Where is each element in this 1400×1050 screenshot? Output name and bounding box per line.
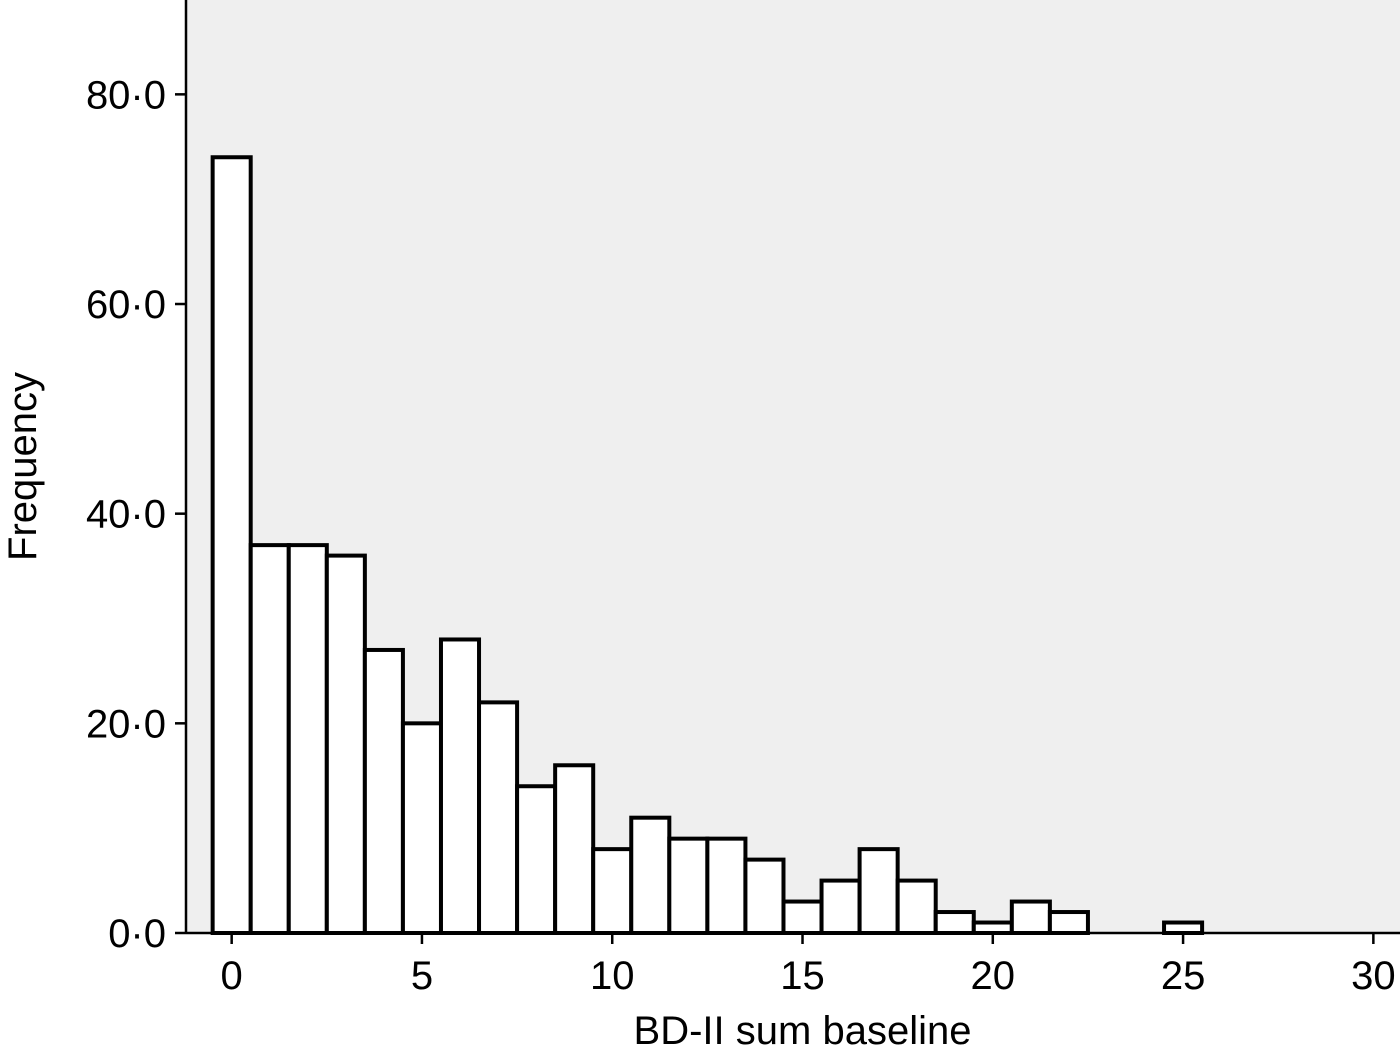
- bar-bin-20: [971, 920, 1014, 935]
- x-tick-label-20: 20: [971, 954, 1016, 998]
- bar-bin-13: [705, 836, 748, 935]
- ticks-group: 0 5 10 15 20 25 30 0·0 20·0 40·0 60·0 80·0: [86, 73, 1396, 998]
- bar-bin-14: [743, 857, 786, 935]
- bar-bin-4: [362, 647, 405, 936]
- y-tick-label-80: 80·0: [86, 73, 166, 117]
- x-tick-label-0: 0: [221, 954, 243, 998]
- bar-bin-7: [477, 700, 520, 935]
- bar-bin-9: [553, 763, 596, 935]
- x-axis-title: BD-II sum baseline: [634, 1009, 972, 1050]
- x-tick-label-5: 5: [411, 954, 433, 998]
- y-tick-label-20: 20·0: [86, 702, 166, 746]
- bar-bin-1: [248, 543, 291, 935]
- bars-group: [210, 155, 1205, 936]
- bar-bin-16: [819, 878, 862, 936]
- axes-group: [184, 0, 1400, 935]
- x-tick-label-10: 10: [590, 954, 635, 998]
- bar-bin-3: [324, 553, 367, 935]
- bar-bin-18: [895, 878, 938, 936]
- y-tick-label-60: 60·0: [86, 283, 166, 327]
- bar-bin-25: [1162, 920, 1205, 935]
- bar-bin-10: [591, 847, 634, 935]
- bar-bin-11: [629, 815, 672, 935]
- bar-bin-12: [667, 836, 710, 935]
- bar-bin-0: [210, 155, 253, 935]
- bar-bin-8: [515, 784, 558, 935]
- bar-bin-19: [933, 910, 976, 935]
- y-tick-label-0: 0·0: [108, 912, 166, 956]
- x-tick-label-15: 15: [780, 954, 825, 998]
- x-tick-label-25: 25: [1161, 954, 1206, 998]
- bar-bin-21: [1009, 899, 1052, 935]
- x-tick-label-30: 30: [1351, 954, 1396, 998]
- bar-bin-5: [400, 721, 443, 936]
- bar-bin-22: [1047, 910, 1090, 935]
- bar-bin-17: [857, 847, 900, 935]
- y-axis-title: Frequency: [1, 372, 45, 561]
- y-tick-label-40: 40·0: [86, 493, 166, 537]
- bar-bin-6: [438, 637, 482, 935]
- bar-bin-15: [781, 899, 824, 935]
- bar-bin-2: [286, 543, 329, 935]
